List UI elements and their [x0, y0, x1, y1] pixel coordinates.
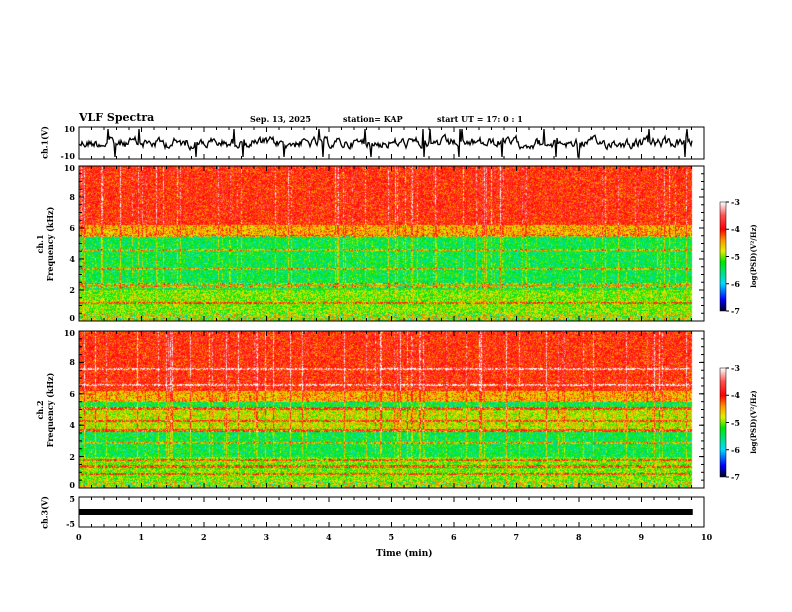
colorbar-tick-label: -7 [731, 306, 740, 316]
ch1-spectrogram [79, 166, 704, 321]
y-tick-label: 10 [63, 124, 75, 134]
colorbar-tick-label: -6 [731, 444, 740, 455]
panel-frame [78, 330, 705, 489]
ch1-colorbar [720, 202, 726, 311]
colorbar-tick-label: -3 [731, 363, 740, 373]
y-tick-label: 6 [69, 223, 75, 233]
y-tick-label: 10 [63, 163, 75, 173]
x-tick-label: 2 [201, 532, 207, 542]
y-tick-label: -5 [66, 519, 75, 529]
colorbar-frame [719, 201, 727, 312]
y-tick-label: 2 [69, 285, 75, 295]
y-tick-label: 5 [69, 494, 75, 504]
ch3-waveform-line [79, 509, 693, 515]
ch1-waveform-line [78, 128, 693, 158]
colorbar2-label: log(PSD)(V²/Hz) [749, 390, 758, 454]
x-tick-label: 7 [513, 532, 520, 542]
start-time-label: start UT = 17: 0 : 1 [437, 114, 523, 124]
y-tick-label: 10 [63, 328, 75, 338]
y-tick-label: 0 [69, 480, 75, 490]
x-tick-label: 10 [701, 532, 713, 542]
x-tick-label: 3 [263, 532, 270, 542]
colorbar-tick-label: -5 [731, 417, 740, 428]
date-label: Sep. 13, 2025 [250, 114, 311, 124]
y-tick-label: -10 [60, 151, 75, 161]
y-tick-label: 8 [69, 192, 75, 202]
x-tick-label: 0 [76, 532, 82, 542]
y-tick-label: 2 [69, 451, 75, 462]
colorbar-tick-label: -5 [731, 251, 740, 262]
x-tick-label: 9 [638, 532, 645, 542]
y-tick-label: 4 [69, 254, 75, 264]
x-tick-label: 4 [326, 532, 332, 542]
y-tick-label: 6 [69, 388, 75, 399]
station-label: station= KAP [343, 114, 403, 124]
x-axis-label: Time (min) [376, 549, 433, 559]
colorbar-tick-label: -4 [731, 390, 740, 401]
colorbar-frame [719, 367, 727, 478]
y-tick-label: 0 [69, 313, 75, 323]
x-tick-label: 8 [576, 532, 582, 542]
colorbar-tick-label: -6 [731, 278, 740, 289]
colorbar-tick-label: -3 [731, 197, 740, 207]
y-tick-label: 4 [69, 420, 75, 431]
colorbar-tick-label: -7 [731, 472, 740, 482]
colorbar-tick-label: -4 [731, 224, 740, 235]
panel-frame [78, 165, 705, 322]
y-tick-label: 8 [69, 357, 75, 368]
x-tick-label: 5 [388, 532, 395, 542]
x-tick-label: 6 [451, 532, 457, 542]
figure-title: VLF Spectra [79, 111, 155, 124]
ch2-colorbar [720, 368, 726, 477]
colorbar1-label: log(PSD)(V²/Hz) [749, 224, 758, 288]
ch2-spectrogram [79, 331, 704, 488]
x-tick-label: 1 [138, 532, 145, 542]
